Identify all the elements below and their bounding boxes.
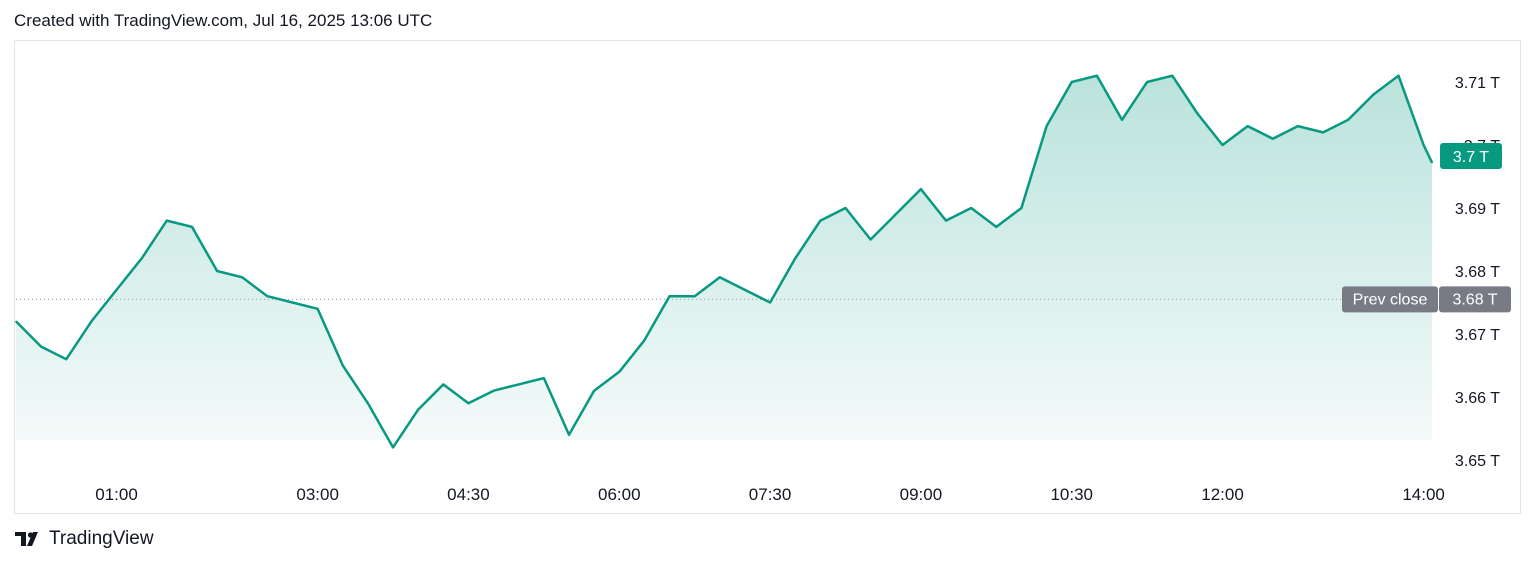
data-point-18 [467,402,470,405]
data-point-0 [15,320,17,323]
data-point-14 [367,402,369,405]
data-point-39 [995,226,998,228]
data-point-53 [1347,119,1349,121]
x-tick-label: 01:00 [95,485,138,504]
data-point-46 [1171,74,1174,77]
data-point-22 [568,434,570,436]
x-tick-label: 10:30 [1050,485,1093,504]
data-point-6 [166,219,168,222]
data-point-15 [392,446,394,449]
data-point-47 [1196,112,1199,115]
data-point-37 [945,219,947,222]
data-point-31 [794,257,796,260]
data-point-13 [342,364,344,367]
last-value-label: 3.7 T [1453,149,1489,166]
price-area [16,75,1432,448]
data-point-3 [90,320,93,323]
data-point-29 [744,289,746,291]
prev-close-value-badge [1439,286,1511,313]
data-point-21 [543,377,545,379]
data-point-30 [769,301,771,304]
data-point-7 [191,226,193,228]
data-point-34 [869,238,872,241]
data-point-20 [517,383,520,386]
x-tick-label: 04:30 [447,485,490,504]
prev-close-label: Prev close [1353,291,1428,308]
chart-frame [14,40,1521,514]
data-point-4 [115,289,118,291]
data-point-8 [216,270,218,272]
y-tick-label: 3.69 T [1455,201,1500,218]
data-point-50 [1272,137,1274,140]
data-point-26 [668,295,671,298]
y-tick-label: 3.66 T [1455,390,1500,407]
data-point-16 [417,408,420,411]
data-point-10 [266,295,269,298]
data-point-48 [1221,144,1224,146]
data-point-1 [40,345,42,348]
data-point-38 [970,207,972,209]
y-tick-label: 3.67 T [1455,327,1500,344]
data-point-36 [920,188,922,190]
data-point-33 [844,207,847,209]
data-point-32 [819,219,822,222]
data-point-54 [1372,93,1375,96]
data-point-35 [895,213,897,216]
y-tick-label: 3.71 T [1455,75,1500,92]
data-point-55 [1397,74,1400,77]
y-tick-label: 3.68 T [1455,264,1500,281]
x-tick-label: 14:00 [1402,485,1445,504]
prev-close-value: 3.68 T [1452,291,1497,308]
data-point-43 [1096,74,1098,77]
footer-brand-label: TradingView [49,528,154,549]
data-point-27 [693,295,696,298]
data-point-49 [1246,125,1249,127]
data-point-57 [1431,161,1433,164]
x-tick-label: 09:00 [900,485,943,504]
y-tick-label: 3.65 T [1455,453,1500,470]
data-point-9 [241,276,243,279]
data-point-24 [618,371,621,373]
data-point-41 [1045,125,1048,127]
data-point-2 [65,358,68,361]
data-point-56 [1422,144,1425,146]
chart-caption: Created with TradingView.com, Jul 16, 20… [14,11,433,30]
data-point-45 [1146,81,1148,83]
data-point-28 [719,276,721,279]
x-tick-label: 06:00 [598,485,641,504]
data-point-5 [140,257,143,260]
data-point-23 [593,389,595,392]
price-line[interactable] [15,74,1434,449]
data-point-12 [316,308,319,310]
data-point-40 [1020,207,1023,209]
tradingview-logo-icon [15,532,38,546]
data-point-17 [442,383,445,386]
data-point-19 [492,389,495,392]
x-tick-label: 12:00 [1201,485,1244,504]
data-point-42 [1070,81,1073,83]
prev-close-badge [1342,286,1438,313]
last-value-badge [1440,143,1502,169]
data-point-44 [1121,119,1123,121]
data-point-51 [1297,125,1299,127]
footer-brand[interactable]: TradingView [15,528,154,550]
x-tick-label: 03:00 [296,485,339,504]
data-point-11 [291,301,294,304]
x-tick-label: 07:30 [749,485,792,504]
data-point-25 [643,339,646,342]
data-point-52 [1322,131,1324,134]
